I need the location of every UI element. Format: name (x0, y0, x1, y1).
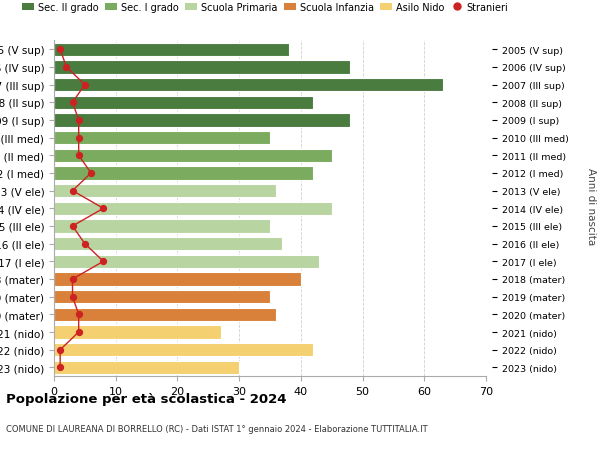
Bar (54, 237, 283, 251)
Point (98, 258, 108, 265)
Bar (54, 220, 270, 233)
Bar (54, 149, 332, 162)
Bar (54, 326, 221, 339)
Bar (54, 361, 239, 374)
Bar (54, 255, 319, 269)
Point (74, 311, 83, 319)
Point (55, 364, 65, 371)
Point (74, 117, 83, 124)
Point (62, 64, 71, 72)
Bar (54, 96, 313, 110)
Point (55, 46, 65, 54)
Bar (54, 167, 313, 180)
Bar (54, 308, 276, 321)
Bar (54, 79, 443, 92)
Bar (54, 44, 289, 57)
Bar (54, 114, 350, 127)
Point (68, 293, 77, 301)
Bar (54, 132, 270, 145)
Point (80, 82, 89, 89)
Legend: Sec. II grado, Sec. I grado, Scuola Primaria, Scuola Infanzia, Asilo Nido, Stran: Sec. II grado, Sec. I grado, Scuola Prim… (22, 3, 508, 12)
Point (68, 188, 77, 195)
Bar (54, 185, 276, 198)
Point (74, 152, 83, 160)
Bar (54, 291, 270, 304)
Text: Anni di nascita: Anni di nascita (586, 168, 596, 245)
Point (68, 276, 77, 283)
Bar (54, 343, 313, 357)
Text: Popolazione per età scolastica - 2024: Popolazione per età scolastica - 2024 (6, 392, 287, 405)
Point (68, 223, 77, 230)
Point (98, 205, 108, 213)
Point (86, 170, 96, 177)
Bar (54, 273, 301, 286)
Point (74, 134, 83, 142)
Point (74, 329, 83, 336)
Bar (54, 61, 350, 74)
Text: COMUNE DI LAUREANA DI BORRELLO (RC) - Dati ISTAT 1° gennaio 2024 - Elaborazione : COMUNE DI LAUREANA DI BORRELLO (RC) - Da… (6, 425, 428, 434)
Bar (54, 202, 332, 215)
Point (55, 346, 65, 353)
Point (68, 99, 77, 106)
Point (80, 241, 89, 248)
